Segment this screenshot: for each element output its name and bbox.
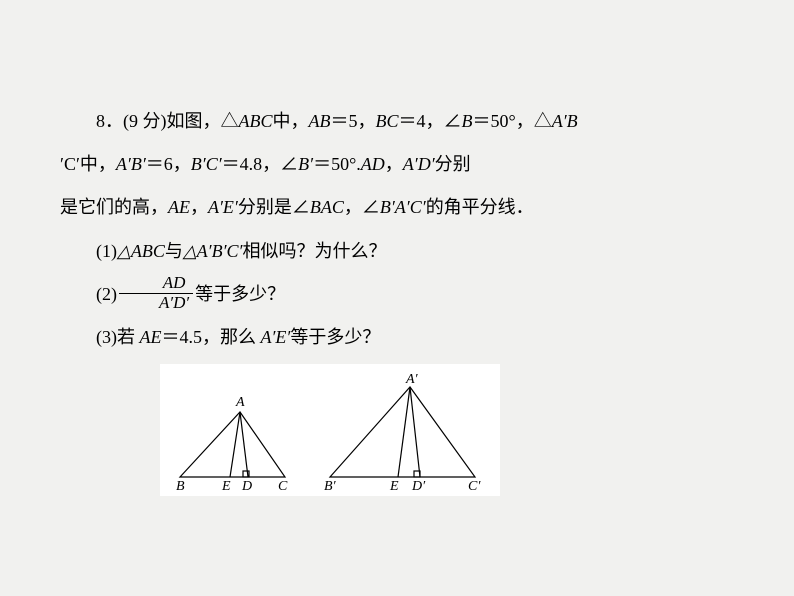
fraction: ADA′D′ <box>119 274 193 312</box>
problem-number: 8 <box>96 111 105 131</box>
points: (9 分) <box>123 111 167 131</box>
label-D: D <box>241 479 252 492</box>
label-C2: C′ <box>468 479 481 492</box>
question-3: (3)若 AE＝4.5，那么 A′E′等于多少？ <box>60 316 734 359</box>
label-A: A <box>235 395 245 410</box>
question-1: (1)△ABC与△A′B′C′相似吗？为什么？ <box>60 230 734 273</box>
label-C: C <box>278 479 288 492</box>
question-2: (2)ADA′D′等于多少？ <box>60 273 734 316</box>
triangle-figure-1: A B E D C <box>170 392 300 492</box>
triangle-1-svg: A B E D C <box>170 392 300 492</box>
triangle-2-svg: A′ B′ E D′ C′ <box>320 372 495 492</box>
label-A2: A′ <box>405 372 419 387</box>
label-D2: D′ <box>411 479 426 492</box>
problem-statement-line1: 8．(9 分)如图，△ABC中，AB＝5，BC＝4，∠B＝50°，△A′B <box>60 100 734 143</box>
problem-content: 8．(9 分)如图，△ABC中，AB＝5，BC＝4，∠B＝50°，△A′B ′C… <box>0 0 794 506</box>
label-E: E <box>221 479 231 492</box>
problem-statement-line3: 是它们的高，AE，A′E′分别是∠BAC，∠B′A′C′的角平分线． <box>60 186 734 229</box>
figures-container: A B E D C A′ B′ E D′ C′ <box>160 364 500 496</box>
label-B2: B′ <box>324 479 337 492</box>
label-B: B <box>176 479 185 492</box>
triangle-figure-2: A′ B′ E D′ C′ <box>320 372 495 492</box>
label-E2: E <box>389 479 399 492</box>
problem-statement-line2: ′C′中，A′B′＝6，B′C′＝4.8，∠B′＝50°.AD，A′D′分别 <box>60 143 734 186</box>
